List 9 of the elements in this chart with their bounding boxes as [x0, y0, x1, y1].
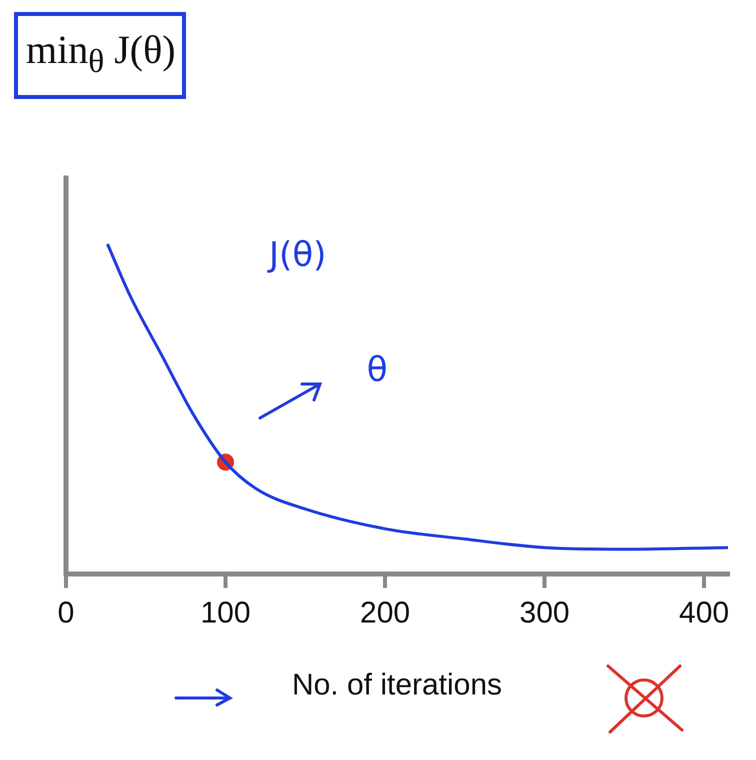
x-tick-label: 200 [360, 596, 410, 630]
annotation: θ [366, 350, 388, 390]
x-tick-label: 0 [58, 596, 74, 630]
x-tick-label: 300 [520, 596, 570, 630]
x-axis-title: No. of iterations [292, 668, 502, 702]
x-tick-label: 100 [200, 596, 251, 630]
x-tick-label: 400 [679, 596, 730, 630]
annotation: J(θ) [267, 235, 326, 276]
chart-title: min$_{θ}$ J(θ) [14, 12, 186, 99]
